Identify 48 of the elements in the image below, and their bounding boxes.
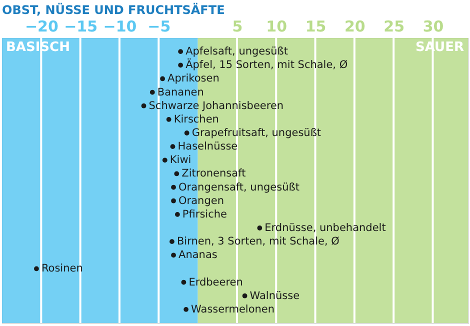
y-tick-label: Orangen <box>178 194 224 207</box>
point <box>141 103 146 108</box>
point <box>171 184 176 190</box>
point <box>160 76 166 82</box>
x-tick-label: 30 <box>422 18 444 36</box>
y-tick-label: Haselnüsse <box>178 140 238 153</box>
y-tick-label: Äpfel, 15 Sorten, mit Schale, Ø <box>186 58 348 72</box>
point <box>174 212 180 217</box>
x-tick-label: 5 <box>232 18 243 36</box>
y-tick-label: Zitronensaft <box>182 168 246 180</box>
y-tick-label: Kiwi <box>170 154 192 166</box>
point <box>184 306 188 312</box>
point <box>170 144 176 150</box>
point <box>184 130 190 136</box>
y-tick-label: Aprikosen <box>168 72 220 85</box>
point <box>174 171 180 176</box>
point <box>257 226 262 230</box>
y-tick-label: Grapefruitsaft, ungesüßt <box>192 127 322 139</box>
y-tick-label: Orangensaft, ungesüßt <box>178 181 300 194</box>
point <box>171 198 176 204</box>
point <box>166 116 172 122</box>
x-tick-label: −20 <box>24 18 58 36</box>
point <box>34 266 39 272</box>
chart-title: OBST, NÜSSE UND FRUCHTSÄFTE <box>2 2 225 17</box>
x-tick-label: −5 <box>148 18 171 36</box>
x-tick-label: −10 <box>103 18 137 36</box>
y-tick-label: Kirschen <box>174 113 219 126</box>
y-tick-label: Birnen, 3 Sorten, mit Schale, Ø <box>176 236 340 248</box>
x-tick-label: 25 <box>384 18 405 36</box>
point <box>242 293 248 298</box>
y-tick-label: Pfirsiche <box>182 208 227 220</box>
x-tick-label: 15 <box>305 18 326 36</box>
point <box>171 252 176 258</box>
point <box>170 239 174 244</box>
point <box>178 62 184 68</box>
y-tick-label: Apfelsaft, ungesüßt <box>186 46 288 58</box>
point <box>162 158 168 163</box>
point <box>150 90 155 95</box>
x-tick-label: 10 <box>266 18 288 36</box>
point <box>178 49 184 54</box>
x-tick-label: −15 <box>64 18 98 36</box>
y-tick-label: Walnüsse <box>250 290 300 302</box>
point <box>181 280 186 285</box>
y-tick-label: Ananas <box>178 249 218 262</box>
y-tick-label: Erdnüsse, unbehandelt <box>264 222 386 234</box>
x-tick-label: 20 <box>344 18 366 36</box>
y-tick-label: Wassermelonen <box>191 303 275 316</box>
y-tick-label: Erdbeeren <box>188 276 243 288</box>
